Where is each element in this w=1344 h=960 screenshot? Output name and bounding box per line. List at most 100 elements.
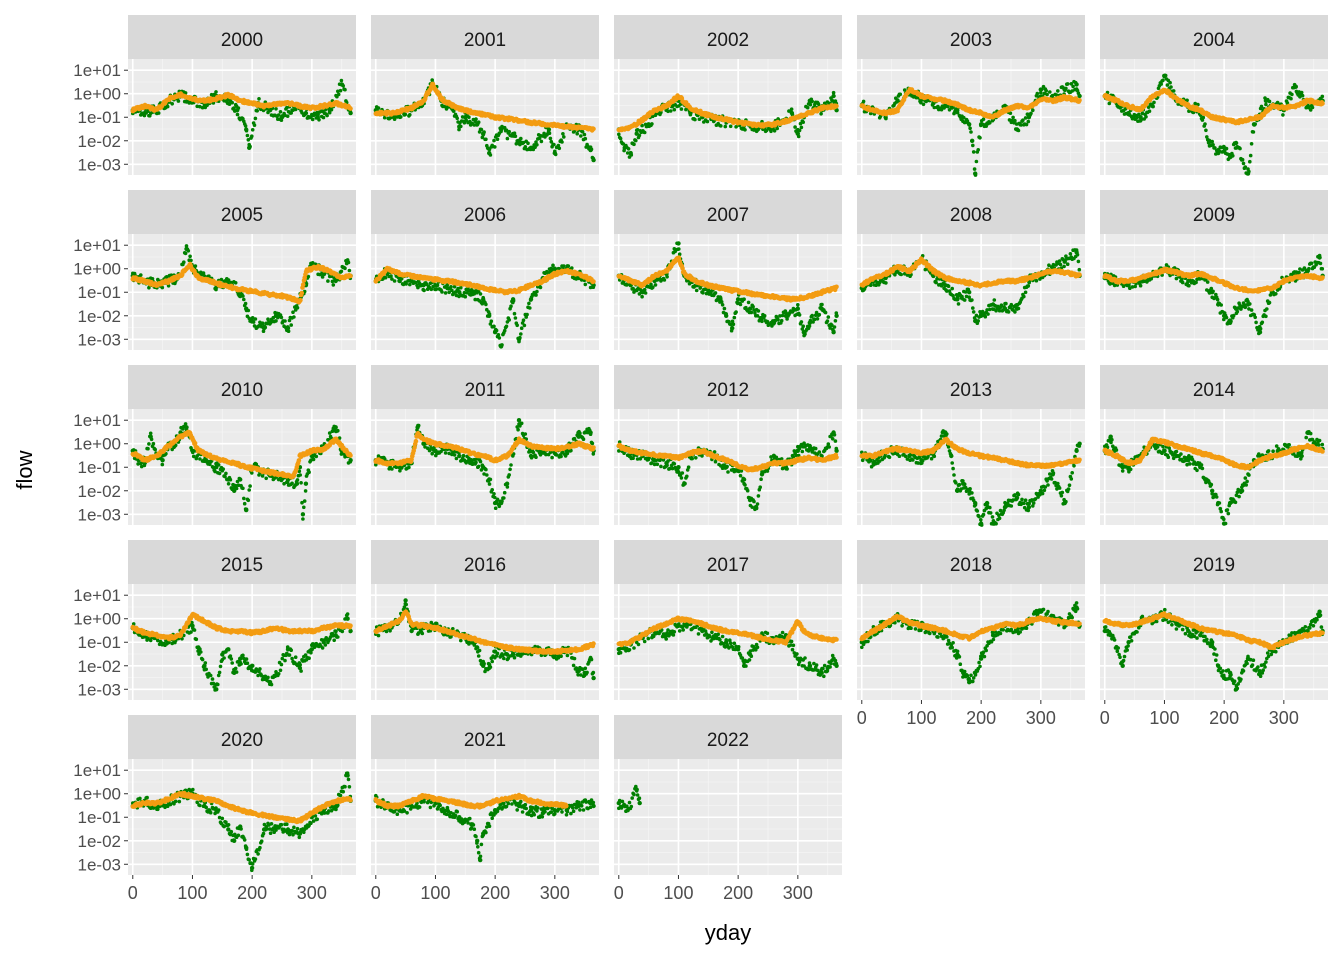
observed-point [978, 122, 984, 127]
observed-point [971, 150, 976, 154]
observed-point [720, 303, 725, 307]
observed-point [492, 324, 496, 329]
observed-point [253, 116, 258, 121]
y-tick-label: 1e+01 [73, 236, 121, 255]
observed-point [184, 246, 189, 252]
observed-point [1014, 127, 1020, 132]
observed-point [676, 241, 681, 246]
observed-point [250, 128, 255, 132]
observed-point [1011, 115, 1015, 120]
observed-point [345, 259, 350, 264]
observed-point [516, 138, 522, 143]
observed-point [1249, 142, 1254, 146]
observed-point [1238, 146, 1242, 151]
observed-point [796, 303, 800, 307]
observed-point [512, 131, 517, 135]
observed-point [793, 125, 797, 129]
facet-strip-label: 2005 [221, 205, 263, 226]
observed-point [276, 113, 281, 117]
smoothed-point [348, 273, 353, 279]
observed-point [756, 309, 761, 313]
observed-point [293, 107, 298, 112]
observed-point [241, 294, 245, 298]
observed-point [834, 313, 839, 318]
observed-point [1264, 102, 1268, 107]
observed-point [795, 131, 800, 136]
observed-point [557, 146, 562, 151]
observed-point [1077, 93, 1082, 99]
observed-point [295, 306, 300, 310]
observed-point [430, 78, 435, 82]
facet-strip-label: 2004 [1193, 30, 1236, 51]
observed-point [255, 109, 259, 113]
observed-point [626, 147, 631, 151]
observed-point [395, 115, 400, 119]
observed-point [1248, 159, 1252, 164]
observed-point [519, 332, 523, 336]
observed-point [621, 142, 626, 146]
observed-point [1159, 82, 1163, 86]
observed-point [547, 131, 552, 135]
observed-point [701, 291, 705, 295]
observed-point [899, 272, 903, 277]
observed-point [771, 320, 777, 325]
observed-point [833, 319, 838, 323]
observed-point [653, 283, 658, 287]
observed-point [455, 116, 460, 121]
observed-point [325, 113, 329, 118]
observed-point [973, 171, 978, 176]
observed-point [1240, 157, 1245, 162]
observed-point [339, 269, 344, 274]
observed-point [1211, 143, 1215, 147]
observed-point [743, 128, 747, 132]
observed-point [747, 306, 753, 311]
observed-point [548, 136, 553, 141]
observed-point [622, 145, 627, 150]
observed-point [279, 315, 284, 320]
facet-strip [371, 15, 599, 59]
observed-point [970, 138, 975, 143]
smoothed-point [834, 103, 839, 109]
observed-point [498, 344, 504, 349]
observed-point [575, 131, 579, 136]
observed-point [274, 107, 278, 111]
observed-point [625, 151, 630, 155]
observed-point [243, 124, 248, 128]
observed-point [467, 115, 471, 119]
observed-point [505, 136, 510, 141]
observed-point [539, 139, 544, 144]
facet-strip-label: 2001 [464, 30, 506, 51]
observed-point [898, 92, 903, 97]
observed-point [728, 124, 733, 129]
observed-point [514, 142, 519, 146]
observed-point [986, 312, 990, 316]
observed-point [817, 312, 822, 317]
observed-point [1026, 119, 1031, 124]
observed-point [798, 121, 803, 126]
observed-point [445, 285, 450, 291]
observed-point [1267, 99, 1272, 104]
observed-point [528, 145, 534, 150]
observed-point [1204, 128, 1208, 133]
observed-point [1023, 290, 1028, 295]
observed-point [527, 301, 531, 306]
observed-point [694, 288, 699, 293]
observed-point [507, 129, 512, 134]
observed-point [1168, 80, 1172, 85]
y-tick-label: 1e+01 [73, 61, 121, 80]
observed-point [556, 143, 561, 148]
observed-point [582, 132, 587, 137]
observed-point [640, 294, 644, 299]
observed-point [333, 278, 338, 284]
observed-point [549, 139, 554, 144]
observed-point [1048, 90, 1052, 94]
observed-point [591, 157, 596, 163]
observed-point [1169, 85, 1173, 89]
observed-point [808, 102, 813, 107]
observed-point [799, 125, 804, 130]
observed-point [825, 319, 830, 323]
observed-point [403, 112, 408, 117]
observed-point [528, 306, 532, 310]
observed-point [1290, 92, 1294, 97]
